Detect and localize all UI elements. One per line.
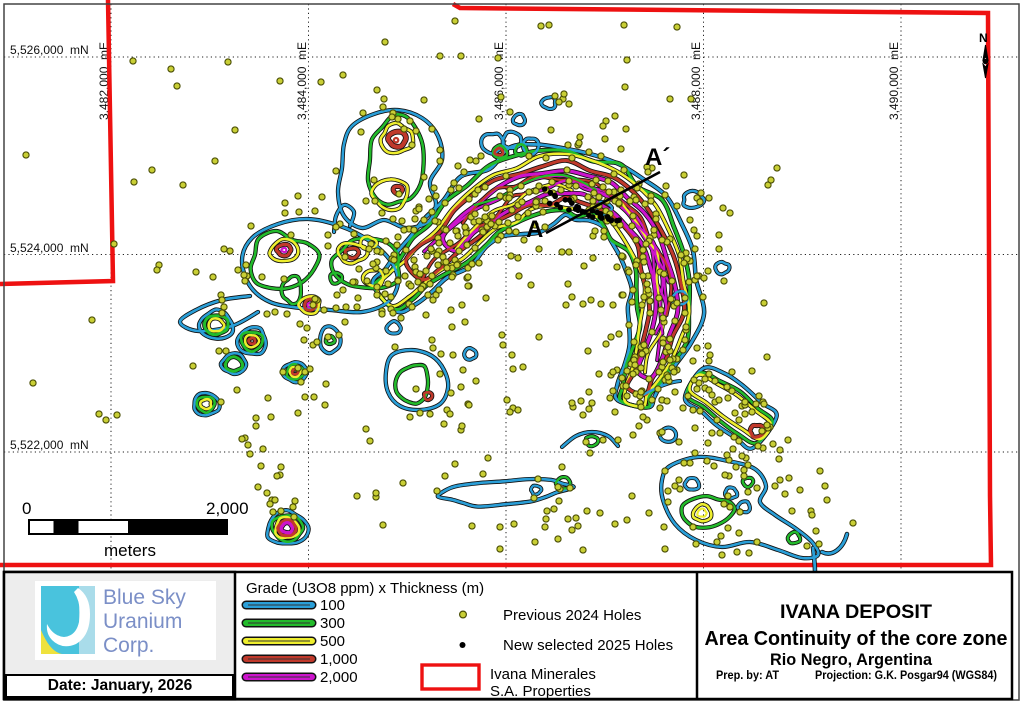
svg-text:5,524,000 mN: 5,524,000 mN: [10, 241, 89, 255]
svg-text:0: 0: [22, 499, 31, 518]
svg-text:300: 300: [320, 615, 345, 632]
svg-text:500: 500: [320, 633, 345, 650]
svg-text:Corp.: Corp.: [103, 634, 154, 657]
svg-text:Date: January, 2026: Date: January, 2026: [48, 677, 193, 694]
svg-text:Uranium: Uranium: [103, 610, 182, 633]
svg-text:IVANA DEPOSIT: IVANA DEPOSIT: [780, 601, 932, 623]
svg-text:Area Continuity of the core zo: Area Continuity of the core zone: [705, 628, 1008, 650]
svg-text:2,000: 2,000: [206, 499, 249, 518]
svg-text:A´: A´: [645, 144, 670, 171]
svg-text:3,484,000 mE: 3,484,000 mE: [295, 42, 309, 120]
svg-text:100: 100: [320, 597, 345, 614]
svg-text:5,522,000 mN: 5,522,000 mN: [10, 438, 89, 452]
svg-text:1,000: 1,000: [320, 651, 358, 668]
svg-text:Blue Sky: Blue Sky: [103, 586, 186, 609]
svg-text:New selected 2025 Holes: New selected 2025 Holes: [503, 637, 673, 654]
svg-text:2,000: 2,000: [320, 669, 358, 686]
svg-text:3,488,000 mE: 3,488,000 mE: [689, 42, 703, 120]
svg-text:5,526,000 mN: 5,526,000 mN: [10, 43, 89, 57]
svg-text:Grade (U3O8 ppm) x Thickness (: Grade (U3O8 ppm) x Thickness (m): [246, 580, 484, 597]
svg-text:3,486,000 mE: 3,486,000 mE: [492, 42, 506, 120]
svg-text:Ivana Minerales: Ivana Minerales: [490, 666, 596, 683]
svg-text:Projection: G.K. Posgar94 (WGS: Projection: G.K. Posgar94 (WGS84): [815, 668, 997, 682]
svg-text:3,490,000 mE: 3,490,000 mE: [887, 42, 901, 120]
svg-text:S.A. Properties: S.A. Properties: [490, 683, 591, 700]
svg-text:A: A: [526, 216, 543, 243]
svg-text:meters: meters: [104, 541, 156, 560]
svg-text:Prep. by: AT: Prep. by: AT: [716, 668, 780, 682]
svg-text:N: N: [979, 31, 988, 45]
svg-text:Previous 2024 Holes: Previous 2024 Holes: [503, 607, 641, 624]
svg-text:Rio Negro, Argentina: Rio Negro, Argentina: [770, 651, 933, 669]
